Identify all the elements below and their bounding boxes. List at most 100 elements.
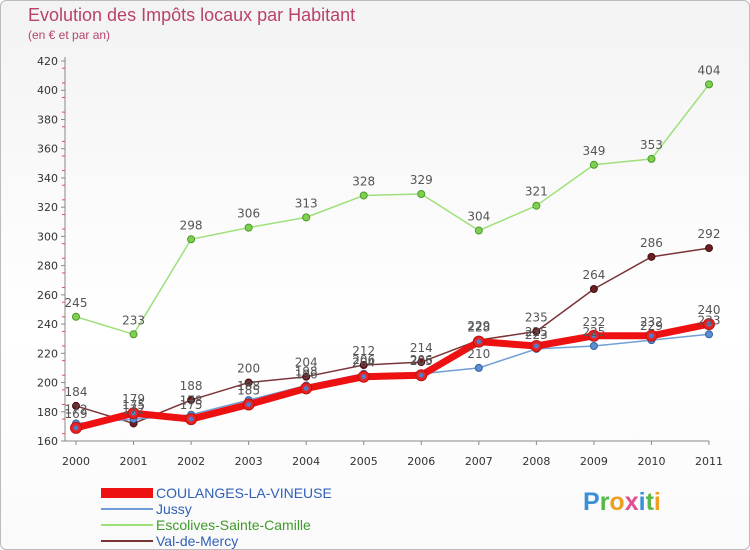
data-label: 349 — [582, 144, 605, 158]
data-point — [244, 378, 253, 387]
data-label: 188 — [180, 379, 203, 393]
data-point — [302, 213, 311, 222]
data-point — [417, 358, 426, 367]
data-label: 225 — [582, 325, 605, 339]
data-label: 179 — [122, 392, 145, 406]
data-point — [705, 244, 713, 253]
chart-subtitle: (en € et par an) — [28, 28, 111, 42]
data-label: 200 — [237, 362, 260, 376]
x-tick-label: 2005 — [350, 455, 378, 468]
legend-label: Val-de-Mercy — [156, 533, 239, 549]
y-tick-label: 320 — [37, 201, 58, 214]
data-label: 329 — [410, 173, 433, 187]
data-point-center — [591, 333, 597, 339]
data-point — [72, 312, 80, 321]
data-label: 321 — [525, 185, 548, 199]
data-label: 228 — [467, 321, 490, 335]
legend-label: Escolives-Sainte-Camille — [156, 517, 311, 533]
data-point — [244, 223, 253, 232]
data-label: 313 — [295, 196, 318, 210]
data-label: 214 — [410, 341, 433, 355]
data-point — [417, 190, 426, 198]
data-label: 198 — [295, 364, 318, 378]
data-point — [302, 372, 311, 381]
y-tick-label: 340 — [37, 172, 58, 185]
data-label: 404 — [698, 63, 721, 77]
data-point-center — [706, 321, 712, 327]
y-tick-label: 260 — [37, 289, 58, 302]
x-tick-label: 2000 — [62, 455, 90, 468]
series-layer — [70, 80, 715, 434]
series-line-0 — [72, 320, 713, 432]
data-label: 175 — [180, 398, 203, 412]
y-tick-label: 160 — [37, 435, 58, 448]
data-point — [589, 342, 598, 350]
data-point-center — [649, 333, 654, 339]
data-point-center — [418, 372, 424, 378]
data-label: 223 — [525, 328, 548, 342]
data-point — [589, 285, 598, 293]
data-point — [359, 191, 368, 200]
data-point — [705, 80, 713, 89]
data-point — [129, 330, 138, 339]
legend-swatch — [101, 508, 153, 510]
data-label: 286 — [640, 236, 663, 250]
data-label: 210 — [467, 347, 490, 361]
data-label: 328 — [352, 174, 375, 188]
data-point — [72, 401, 80, 410]
x-tick-label: 2010 — [637, 455, 665, 468]
data-label: 233 — [122, 313, 145, 327]
data-label: 196 — [295, 367, 318, 381]
data-point — [705, 330, 713, 339]
data-label: 172 — [122, 402, 145, 416]
data-label: 292 — [698, 227, 721, 241]
y-tick-label: 220 — [37, 347, 58, 360]
y-tick-label: 300 — [37, 230, 58, 243]
data-point — [532, 327, 541, 336]
data-point — [589, 160, 598, 169]
data-label: 264 — [582, 268, 605, 282]
y-tick-label: 400 — [37, 84, 58, 97]
data-label: 233 — [698, 313, 721, 327]
x-tick-label: 2008 — [522, 455, 550, 468]
data-label: 188 — [237, 379, 260, 393]
legend-label: COULANGES-LA-VINEUSE — [156, 485, 332, 501]
data-point — [187, 396, 196, 405]
data-point-center — [188, 416, 194, 422]
y-tick-label: 200 — [37, 377, 58, 390]
x-tick-label: 2007 — [465, 455, 493, 468]
data-label: 185 — [237, 383, 260, 397]
y-tick-label: 380 — [37, 113, 58, 126]
legend-label: Jussy — [156, 501, 192, 517]
data-point — [474, 363, 483, 372]
data-label: 175 — [122, 398, 145, 412]
chart-title: Evolution des Impôts locaux par Habitant — [28, 5, 356, 25]
x-tick-label: 2011 — [695, 455, 723, 468]
legend-swatch — [101, 540, 153, 542]
x-tick-label: 2001 — [120, 455, 148, 468]
data-label: 225 — [525, 325, 548, 339]
proxiti-logo: Proxiti — [583, 488, 661, 516]
y-tick-label: 240 — [37, 318, 58, 331]
data-point — [532, 201, 541, 210]
legend-swatch — [101, 524, 153, 526]
data-label: 232 — [640, 315, 663, 329]
y-tick-label: 420 — [37, 55, 58, 68]
y-tick-label: 280 — [37, 260, 58, 273]
data-label: 306 — [237, 207, 260, 221]
data-label: 353 — [640, 138, 663, 152]
data-point — [647, 252, 656, 261]
data-label: 206 — [352, 353, 375, 367]
data-label: 212 — [352, 344, 375, 358]
data-label: 245 — [65, 296, 88, 310]
data-point-center — [246, 402, 252, 407]
data-point-center — [131, 410, 136, 416]
data-label: 205 — [410, 354, 433, 368]
x-tick-label: 2004 — [292, 455, 320, 468]
data-label: 235 — [525, 310, 548, 324]
data-label: 178 — [180, 394, 203, 408]
series-line-2 — [75, 83, 710, 336]
x-tick-label: 2006 — [407, 455, 435, 468]
